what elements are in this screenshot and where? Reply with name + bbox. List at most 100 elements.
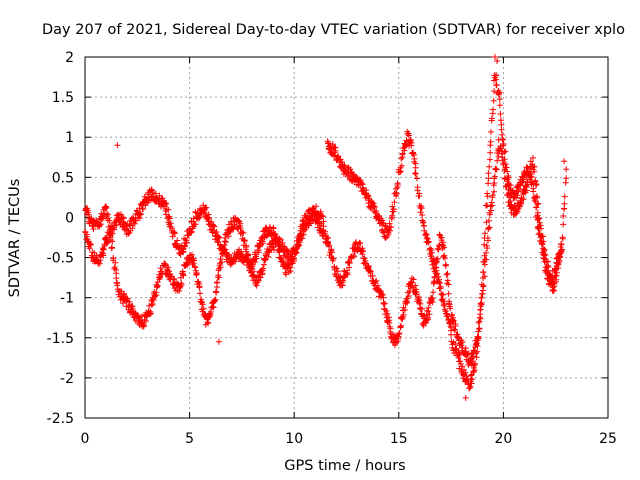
data-point bbox=[495, 136, 502, 143]
data-point bbox=[467, 383, 474, 390]
data-point bbox=[87, 241, 94, 248]
data-point bbox=[222, 246, 229, 253]
data-point bbox=[121, 291, 128, 298]
data-point bbox=[359, 251, 366, 258]
data-point bbox=[235, 217, 242, 224]
data-point bbox=[191, 257, 197, 264]
data-point bbox=[380, 294, 387, 301]
data-point bbox=[542, 251, 549, 258]
data-point bbox=[442, 262, 449, 269]
data-point bbox=[440, 298, 447, 304]
data-point bbox=[279, 258, 286, 265]
data-point bbox=[456, 351, 463, 358]
data-point bbox=[405, 293, 412, 299]
data-point bbox=[412, 282, 419, 289]
data-point bbox=[110, 255, 117, 262]
y-tick-label: -2.5 bbox=[47, 411, 74, 427]
data-point bbox=[414, 175, 420, 182]
data-point bbox=[344, 269, 351, 276]
data-point bbox=[459, 363, 466, 370]
data-point bbox=[397, 323, 404, 330]
data-point bbox=[523, 184, 530, 190]
data-point bbox=[192, 221, 199, 228]
data-point bbox=[380, 229, 387, 236]
data-point bbox=[531, 168, 538, 175]
data-point bbox=[519, 179, 525, 186]
data-point bbox=[157, 273, 164, 280]
data-point bbox=[466, 385, 473, 391]
data-point bbox=[488, 128, 494, 135]
data-point bbox=[213, 289, 220, 296]
outlier-point bbox=[494, 58, 501, 64]
y-tick-label: 1 bbox=[65, 130, 74, 146]
x-tick-label: 10 bbox=[285, 431, 303, 447]
data-point bbox=[167, 220, 174, 227]
data-point bbox=[295, 243, 302, 250]
data-point bbox=[277, 255, 284, 261]
data-point bbox=[84, 233, 91, 240]
data-point bbox=[488, 207, 495, 214]
data-point bbox=[149, 301, 156, 307]
axes bbox=[84, 56, 609, 419]
data-point bbox=[433, 270, 440, 277]
data-point bbox=[200, 305, 207, 312]
data-point bbox=[459, 339, 466, 346]
data-point bbox=[351, 253, 357, 260]
data-point bbox=[506, 194, 513, 201]
data-point bbox=[440, 291, 447, 298]
data-point bbox=[109, 230, 116, 237]
data-point bbox=[473, 341, 480, 347]
data-point bbox=[559, 235, 566, 242]
data-point bbox=[398, 322, 405, 329]
data-point bbox=[560, 221, 567, 228]
data-point bbox=[533, 193, 540, 200]
data-point bbox=[192, 264, 199, 271]
data-point bbox=[557, 254, 564, 261]
data-point bbox=[499, 157, 506, 164]
data-point bbox=[372, 278, 379, 285]
data-point bbox=[346, 259, 353, 265]
data-point bbox=[451, 326, 458, 333]
data-point bbox=[138, 313, 145, 320]
data-point bbox=[196, 283, 203, 290]
data-point bbox=[412, 170, 419, 177]
outlier-point bbox=[215, 338, 222, 345]
data-point bbox=[461, 366, 467, 373]
data-point bbox=[499, 136, 506, 143]
data-point bbox=[501, 166, 508, 173]
data-point bbox=[174, 237, 181, 244]
data-point bbox=[410, 276, 417, 283]
data-point bbox=[417, 209, 424, 216]
data-point bbox=[548, 274, 555, 281]
data-point bbox=[208, 218, 215, 225]
data-point bbox=[500, 161, 507, 168]
data-point bbox=[497, 111, 504, 117]
x-tick-label: 5 bbox=[185, 431, 194, 447]
data-point bbox=[520, 175, 527, 181]
data-point bbox=[476, 326, 482, 332]
outlier-point bbox=[492, 54, 498, 60]
data-point bbox=[217, 256, 224, 262]
data-point bbox=[483, 219, 490, 226]
data-point bbox=[308, 213, 315, 220]
data-point bbox=[420, 222, 427, 229]
data-point bbox=[320, 218, 327, 225]
data-point bbox=[425, 304, 432, 311]
data-point bbox=[216, 274, 222, 281]
data-point bbox=[479, 290, 486, 297]
y-tick-label: -1 bbox=[60, 291, 74, 307]
data-point bbox=[486, 224, 493, 231]
data-point bbox=[530, 154, 536, 161]
data-point bbox=[371, 203, 377, 210]
data-point bbox=[485, 175, 492, 182]
data-point bbox=[171, 230, 178, 237]
data-point bbox=[171, 229, 178, 236]
data-point bbox=[453, 345, 460, 352]
data-point bbox=[563, 175, 570, 182]
data-point bbox=[541, 246, 548, 253]
data-point bbox=[332, 147, 339, 154]
y-axis-label: SDTVAR / TECUs bbox=[7, 179, 23, 298]
data-point bbox=[477, 306, 484, 313]
data-point bbox=[146, 302, 153, 309]
data-point bbox=[109, 244, 115, 251]
